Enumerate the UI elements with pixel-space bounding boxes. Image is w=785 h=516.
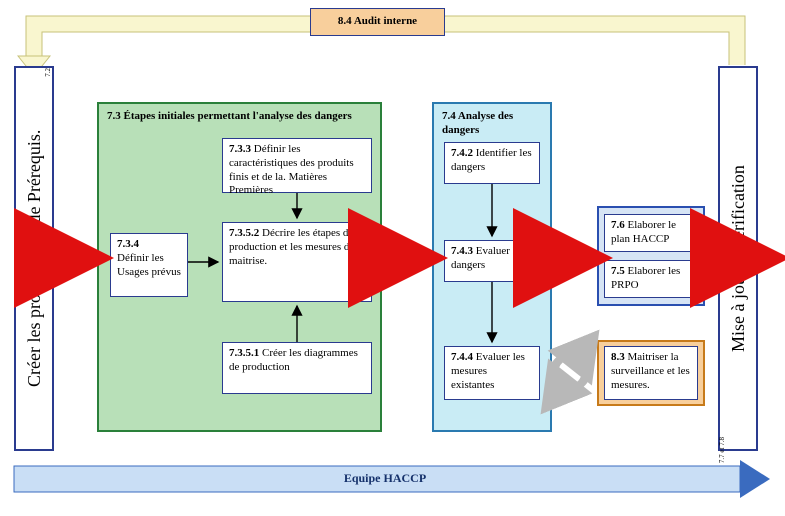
node-7-3-4: 7.3.4 Définir les Usages prévus (110, 233, 188, 297)
right-panel-label: Mise à jour et vérification (727, 165, 750, 352)
node-7-4-2: 7.4.2 Identifier les dangers (444, 142, 540, 184)
node-7-4-4: 7.4.4 Evaluer les mesures existantes (444, 346, 540, 400)
node-7-3-3-num: 7.3.3 (229, 143, 251, 155)
node-7-6: 7.6 Elaborer le plan HACCP (604, 214, 698, 252)
team-bar-label: Equipe HACCP (0, 471, 770, 486)
node-7-4-2-num: 7.4.2 (451, 147, 473, 159)
node-7-3-4-text: Définir les Usages prévus (117, 252, 181, 278)
node-7-3-3: 7.3.3 Définir les caractéristiques des p… (222, 138, 372, 193)
node-7-4-4-num: 7.4.4 (451, 351, 473, 363)
node-8-3: 8.3 Maitriser la surveillance et les mes… (604, 346, 698, 400)
node-7-5-num: 7.5 (611, 265, 625, 277)
node-7-5: 7.5 Elaborer les PRPO (604, 260, 698, 298)
node-7-3-5-2: 7.3.5.2 Décrire les étapes de production… (222, 222, 372, 302)
node-7-3-4-num: 7.3.4 (117, 238, 139, 250)
right-panel: Mise à jour et vérification (718, 66, 758, 451)
node-7-3-5-1-num: 7.3.5.1 (229, 347, 259, 359)
left-panel: Créer les programmes de Prérequis. (14, 66, 54, 451)
audit-node: 8.4 Audit interne (310, 8, 445, 36)
left-panel-sup: 7.2 (44, 68, 52, 77)
node-7-3-5-2-num: 7.3.5.2 (229, 227, 259, 239)
group-7-4-title: 7.4 Analyse des dangers (442, 110, 542, 138)
node-7-4-3: 7.4.3 Evaluer les dangers (444, 240, 540, 282)
group-7-3-title: 7.3 Étapes initiales permettant l'analys… (107, 110, 372, 124)
right-panel-sup: 7.7 et 7.8 (718, 437, 726, 463)
node-7-4-3-num: 7.4.3 (451, 245, 473, 257)
node-7-3-5-1: 7.3.5.1 Créer les diagrammes de producti… (222, 342, 372, 394)
left-panel-label: Créer les programmes de Prérequis. (23, 130, 46, 387)
audit-label-bold: 8.4 Audit interne (338, 15, 417, 27)
node-7-6-num: 7.6 (611, 219, 625, 231)
node-8-3-num: 8.3 (611, 351, 625, 363)
